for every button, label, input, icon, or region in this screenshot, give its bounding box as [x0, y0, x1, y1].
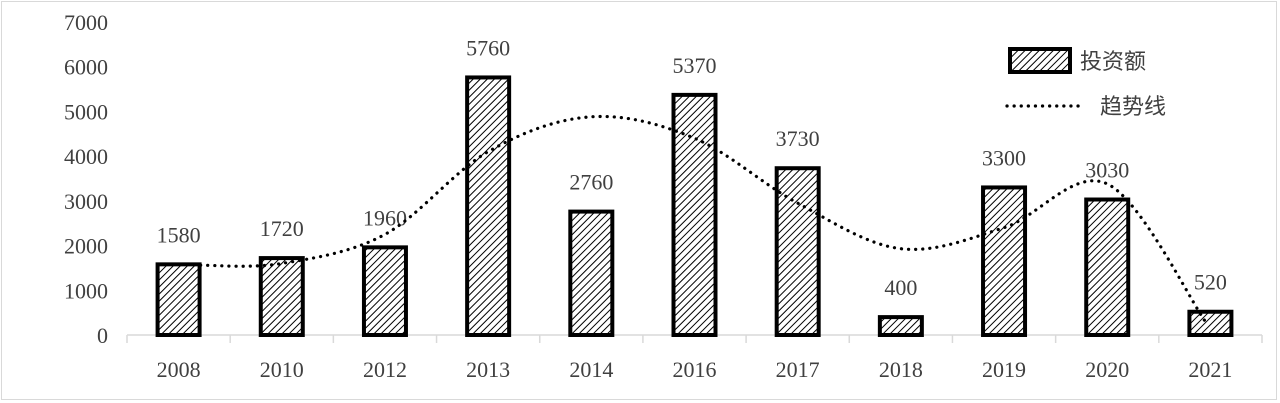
- x-tick-label: 2016: [673, 357, 717, 382]
- data-label: 3300: [982, 145, 1026, 170]
- x-tick-label: 2013: [466, 357, 510, 382]
- x-tick-label: 2021: [1188, 357, 1232, 382]
- data-label: 3030: [1085, 158, 1129, 183]
- legend-label-trend: 趋势线: [1100, 94, 1166, 119]
- data-label: 2760: [569, 170, 613, 195]
- trend-line: [198, 114, 1208, 324]
- bar: [568, 209, 615, 338]
- bar: [155, 262, 202, 338]
- data-label: 520: [1194, 270, 1227, 295]
- bar: [1187, 309, 1234, 337]
- data-label: 3730: [776, 126, 820, 151]
- data-label: 5370: [673, 53, 717, 78]
- y-tick-label: 1000: [64, 278, 108, 303]
- bar: [671, 92, 718, 337]
- bar: [877, 315, 924, 338]
- x-tick-label: 2008: [157, 357, 201, 382]
- data-label: 1720: [260, 216, 304, 241]
- x-tick-label: 2017: [776, 357, 820, 382]
- x-tick-label: 2019: [982, 357, 1026, 382]
- bar: [774, 166, 821, 337]
- y-tick-label: 5000: [64, 99, 108, 124]
- bar: [1084, 197, 1131, 337]
- bar: [465, 75, 512, 338]
- x-tick-label: 2020: [1085, 357, 1129, 382]
- legend: 投资额 趋势线: [1005, 47, 1166, 119]
- legend-label-bar: 投资额: [1080, 49, 1146, 74]
- bar: [981, 185, 1028, 337]
- data-label: 400: [884, 275, 917, 300]
- x-tick-label: 2014: [569, 357, 613, 382]
- bar: [258, 256, 305, 337]
- data-label: 1580: [157, 222, 201, 247]
- y-tick-label: 4000: [64, 144, 108, 169]
- y-tick-label: 3000: [64, 189, 108, 214]
- y-tick-label: 2000: [64, 234, 108, 259]
- x-tick-label: 2018: [879, 357, 923, 382]
- bar: [361, 245, 408, 337]
- x-tick-label: 2012: [363, 357, 407, 382]
- legend-swatch-bar: [1008, 47, 1072, 74]
- y-tick-label: 6000: [64, 55, 108, 80]
- x-tick-label: 2010: [260, 357, 304, 382]
- data-label: 1960: [363, 205, 407, 230]
- data-label: 5760: [466, 35, 510, 60]
- y-tick-label: 7000: [64, 10, 108, 35]
- y-tick-label: 0: [97, 323, 108, 348]
